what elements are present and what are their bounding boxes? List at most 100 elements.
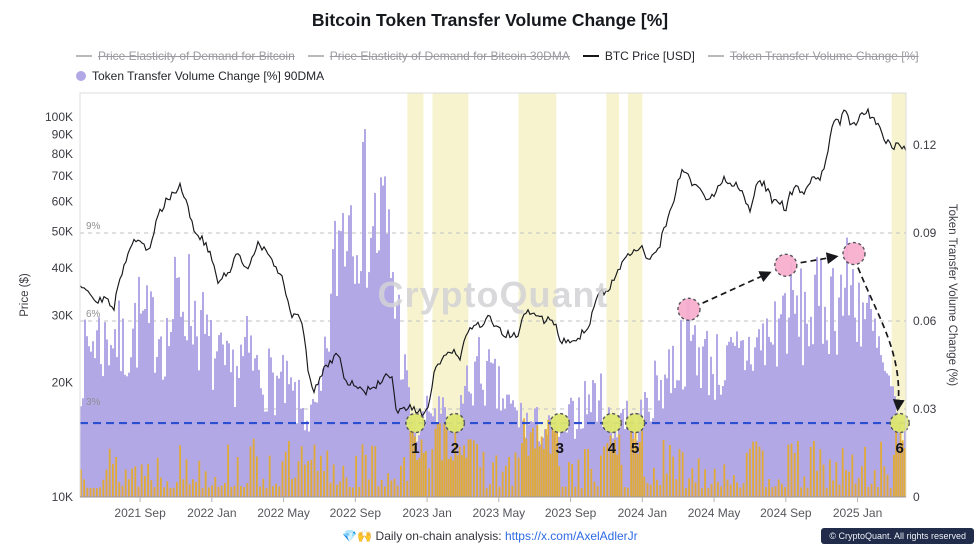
volume-bar bbox=[744, 370, 746, 497]
volume-bar bbox=[834, 330, 836, 497]
x-axis-tick-label: 2025 Jan bbox=[833, 506, 882, 520]
legend-item[interactable]: Price Elasticity of Demand for Bitcoin 3… bbox=[307, 49, 570, 63]
volume-bar bbox=[240, 344, 242, 497]
orange-bar bbox=[609, 435, 612, 497]
volume-bar bbox=[774, 301, 776, 497]
orange-bar bbox=[387, 473, 389, 497]
peak-markers bbox=[677, 241, 866, 321]
orange-bar bbox=[275, 483, 277, 497]
orange-bar bbox=[678, 449, 681, 497]
orange-bar bbox=[800, 487, 802, 497]
volume-bar bbox=[848, 315, 850, 497]
legend-item[interactable]: Price Elasticity of Demand for Bitcoin bbox=[76, 49, 295, 63]
orange-bar bbox=[313, 444, 316, 497]
orange-bar bbox=[656, 479, 658, 497]
legend-item[interactable]: Token Transfer Volume Change [%] bbox=[707, 49, 919, 63]
volume-bar bbox=[146, 285, 148, 497]
volume-bar bbox=[700, 388, 702, 497]
orange-bar bbox=[901, 440, 904, 497]
orange-bar bbox=[115, 456, 117, 497]
volume-bar bbox=[746, 360, 748, 497]
volume-bar bbox=[190, 325, 192, 497]
orange-bar bbox=[310, 459, 313, 497]
volume-bar bbox=[324, 336, 326, 497]
volume-bar bbox=[178, 277, 180, 497]
dip-marker-number: 3 bbox=[556, 440, 564, 457]
orange-bar bbox=[342, 465, 345, 497]
volume-bar bbox=[360, 271, 362, 497]
raw-volume-bars bbox=[80, 418, 906, 497]
orange-bar bbox=[641, 430, 643, 497]
orange-bar bbox=[374, 446, 377, 497]
orange-bar bbox=[551, 428, 554, 497]
orange-bar bbox=[529, 432, 532, 497]
volume-bar bbox=[748, 336, 750, 497]
volume-bar bbox=[596, 421, 598, 497]
volume-bar bbox=[570, 397, 572, 497]
legend-item[interactable]: Token Transfer Volume Change [%] 90DMA bbox=[76, 69, 324, 83]
orange-bar bbox=[523, 418, 525, 497]
volume-bar bbox=[348, 215, 350, 497]
orange-bar bbox=[525, 438, 528, 497]
orange-bar bbox=[188, 484, 191, 497]
volume-bar bbox=[786, 353, 788, 497]
orange-bar bbox=[713, 468, 716, 497]
orange-bar bbox=[851, 454, 854, 497]
trend-arrows bbox=[702, 252, 905, 412]
volume-bar bbox=[782, 295, 784, 497]
volume-bar bbox=[150, 291, 152, 497]
volume-bar bbox=[870, 309, 872, 497]
volume-bar bbox=[180, 316, 182, 497]
footer-link[interactable]: https://x.com/AxelAdlerJr bbox=[504, 529, 638, 543]
volume-bar bbox=[296, 423, 298, 497]
orange-bar bbox=[717, 481, 719, 497]
orange-bar bbox=[434, 428, 437, 497]
volume-bar bbox=[132, 328, 134, 497]
orange-bar bbox=[211, 485, 213, 497]
orange-bar bbox=[710, 484, 713, 497]
volume-bar bbox=[144, 309, 146, 497]
volume-bar bbox=[378, 250, 380, 497]
y-axis-right-tick-label: 0.06 bbox=[913, 314, 937, 328]
volume-bar bbox=[400, 379, 402, 497]
orange-bar bbox=[873, 470, 876, 497]
orange-bar bbox=[587, 448, 589, 497]
volume-bar bbox=[290, 377, 292, 497]
volume-bar bbox=[814, 274, 816, 497]
orange-bar bbox=[632, 438, 635, 497]
orange-bar bbox=[793, 452, 796, 497]
legend-item[interactable]: BTC Price [USD] bbox=[582, 49, 695, 63]
volume-bar bbox=[80, 406, 82, 497]
orange-bar bbox=[829, 459, 831, 497]
volume-bar bbox=[806, 323, 808, 497]
orange-bar bbox=[469, 439, 472, 497]
volume-bar bbox=[892, 386, 894, 497]
volume-bar bbox=[762, 323, 764, 497]
orange-bar bbox=[854, 483, 857, 497]
green-dip-marker bbox=[405, 412, 426, 434]
volume-bar bbox=[890, 386, 892, 497]
orange-bar bbox=[99, 487, 101, 497]
orange-bar bbox=[406, 480, 409, 497]
volume-bar bbox=[828, 354, 830, 497]
orange-bar bbox=[893, 454, 895, 497]
volume-bar bbox=[346, 251, 348, 497]
orange-bar bbox=[249, 446, 252, 497]
volume-bar bbox=[194, 300, 196, 497]
volume-bar bbox=[854, 317, 856, 497]
orange-bar bbox=[618, 434, 621, 497]
orange-bar bbox=[857, 477, 860, 497]
volume-bar bbox=[676, 380, 678, 497]
orange-bar bbox=[461, 455, 463, 497]
y-axis-right-tick-label: 0.09 bbox=[913, 226, 937, 240]
volume-bar bbox=[708, 395, 710, 497]
volume-bar bbox=[856, 341, 858, 497]
volume-bar bbox=[286, 360, 288, 497]
volume-bar bbox=[486, 361, 488, 497]
orange-bar bbox=[590, 468, 593, 497]
volume-bar bbox=[338, 230, 340, 497]
orange-bar bbox=[384, 486, 386, 497]
volume-bar bbox=[780, 314, 782, 497]
